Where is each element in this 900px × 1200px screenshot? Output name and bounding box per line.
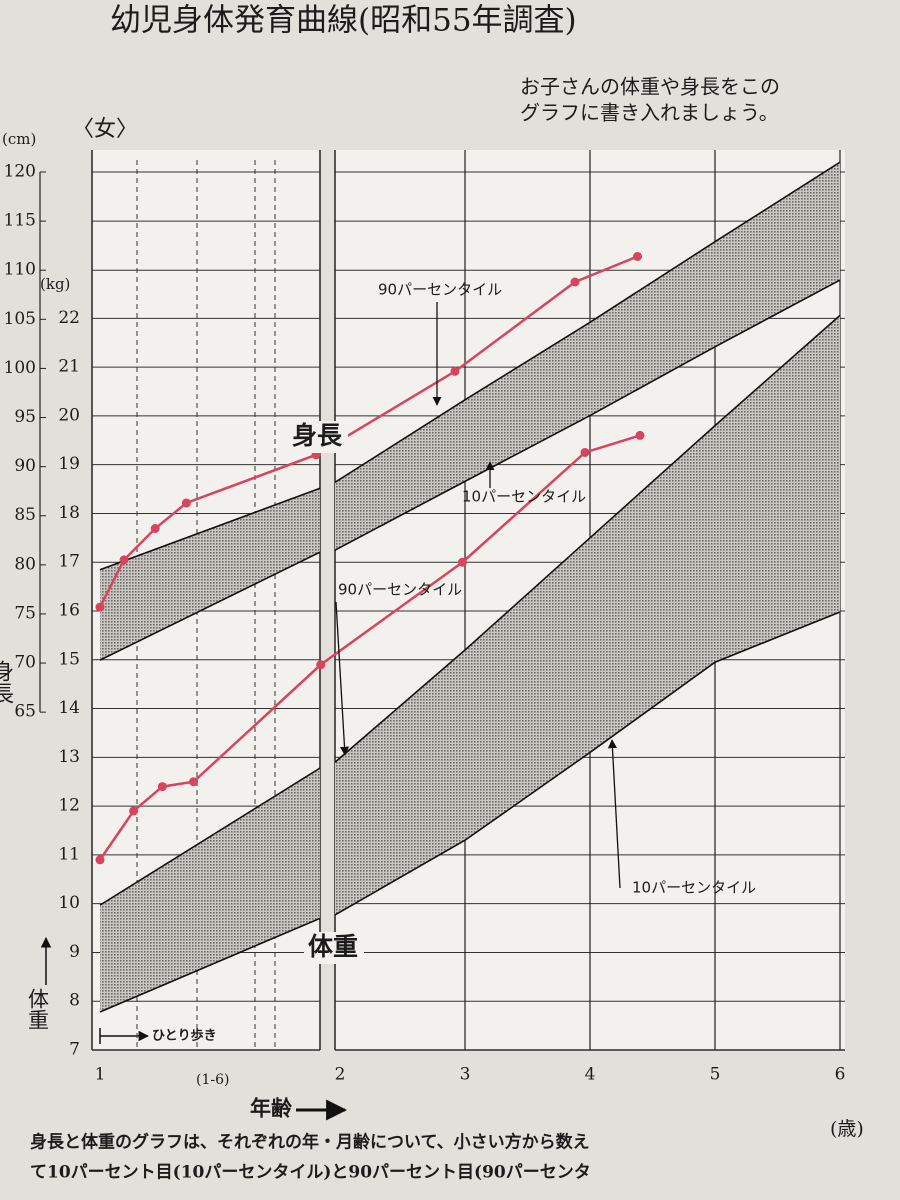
subtitle: お子さんの体重や身長をこの bbox=[520, 75, 780, 99]
y-tick-label: 105 bbox=[4, 309, 36, 329]
y-tick-label: 85 bbox=[14, 505, 36, 525]
measured-point bbox=[633, 251, 642, 261]
y-tick-label: 115 bbox=[4, 211, 36, 231]
measured-point bbox=[635, 430, 645, 440]
band bbox=[99, 767, 320, 1013]
x-tick-label: 6 bbox=[835, 1065, 846, 1085]
measured-point bbox=[570, 277, 580, 287]
y2-tick-label: 13 bbox=[58, 747, 80, 767]
y2-tick-label: 9 bbox=[69, 942, 80, 962]
percentile-90-line bbox=[99, 487, 320, 571]
y2-tick-label: 20 bbox=[58, 405, 80, 425]
y-label: 身長 bbox=[0, 660, 14, 704]
x-tick-label: 4 bbox=[585, 1065, 596, 1085]
y2-tick-label: 21 bbox=[58, 357, 80, 377]
x-unit: (歳) bbox=[830, 1118, 864, 1140]
y2-tick-label: 22 bbox=[58, 308, 80, 328]
x-minor-label: (1-6) bbox=[196, 1072, 229, 1088]
y-tick-label: 70 bbox=[14, 653, 36, 673]
y2-tick-label: 7 bbox=[69, 1040, 80, 1060]
measured-point bbox=[181, 498, 191, 508]
percentile-90-line bbox=[335, 161, 841, 484]
footer: 身長と体重のグラフは、それぞれの年・月齢について、小さい方から数え bbox=[30, 1132, 590, 1153]
y-tick-label: 80 bbox=[14, 554, 36, 574]
measured-point bbox=[95, 602, 105, 612]
y2-label: 体重 bbox=[26, 988, 50, 1030]
band-fill bbox=[100, 488, 320, 661]
measured-point bbox=[157, 782, 167, 792]
measured-line bbox=[98, 434, 641, 861]
band bbox=[335, 314, 841, 916]
annotation: 90パーセンタイル bbox=[338, 581, 462, 599]
annotation-arrow bbox=[335, 601, 350, 756]
x-tick-label: 2 bbox=[335, 1065, 346, 1085]
subtitle: グラフに書き入れましょう。 bbox=[520, 101, 779, 125]
band bbox=[335, 161, 841, 551]
y2-tick-label: 15 bbox=[58, 649, 80, 669]
percentile-10-line bbox=[99, 917, 320, 1013]
y2-tick-label: 19 bbox=[58, 454, 80, 474]
annotation: 10パーセンタイル bbox=[632, 879, 756, 897]
annotation-bg bbox=[288, 421, 348, 453]
measured-point bbox=[458, 557, 467, 567]
percentile-90-line bbox=[99, 767, 320, 906]
band-fill bbox=[100, 768, 320, 1012]
y-tick-label: 65 bbox=[14, 702, 36, 722]
annotation: 10パーセンタイル bbox=[462, 488, 586, 506]
x-tick-label: 1 bbox=[95, 1065, 106, 1085]
y2-tick-label: 12 bbox=[58, 796, 80, 816]
band-fill bbox=[335, 162, 840, 551]
measured-point bbox=[150, 524, 160, 534]
percentile-10-line bbox=[99, 551, 320, 661]
percentile-90-line bbox=[335, 314, 841, 763]
y-tick-label: 120 bbox=[4, 162, 36, 182]
y-tick-label: 90 bbox=[14, 456, 36, 476]
y2-tick-label: 8 bbox=[69, 991, 80, 1011]
x-tick-label: 5 bbox=[710, 1065, 721, 1085]
y-tick-label: 100 bbox=[4, 358, 36, 378]
measured-point bbox=[450, 366, 460, 376]
annotation-arrow bbox=[607, 739, 621, 889]
annotation: 90パーセンタイル bbox=[378, 281, 502, 299]
y-tick-label: 75 bbox=[14, 603, 36, 623]
y2-tick-label: 14 bbox=[58, 698, 80, 718]
y2-tick-label: 16 bbox=[58, 601, 80, 621]
measured-point bbox=[580, 447, 590, 457]
band bbox=[99, 487, 320, 661]
gender-label: 〈女〉 bbox=[72, 117, 138, 142]
annotation-bg bbox=[304, 932, 364, 964]
percentile-10-line bbox=[335, 611, 841, 916]
x-label: 年齢 bbox=[250, 1096, 293, 1121]
y2-tick-label: 17 bbox=[58, 552, 80, 572]
y-tick-label: 110 bbox=[4, 260, 36, 280]
measured-point bbox=[189, 777, 199, 787]
chart-title: 幼児身体発育曲線(昭和55年調査) bbox=[110, 3, 577, 39]
y-unit: (cm) bbox=[2, 130, 36, 148]
band-fill bbox=[335, 315, 840, 915]
measured-point bbox=[119, 555, 129, 565]
measured-point bbox=[95, 855, 105, 865]
y2-tick-label: 18 bbox=[58, 503, 80, 523]
annotation: 身長 bbox=[292, 421, 343, 450]
x-tick-label: 3 bbox=[460, 1065, 471, 1085]
y2-unit: (kg) bbox=[40, 275, 70, 293]
measured-point bbox=[316, 660, 326, 670]
measured-point bbox=[129, 806, 139, 816]
annotation: 体重 bbox=[308, 932, 358, 961]
y2-tick-label: 10 bbox=[58, 893, 80, 913]
y2-tick-label: 11 bbox=[58, 844, 80, 864]
measured-line bbox=[98, 255, 638, 608]
walking-label: ひとり歩き bbox=[152, 1028, 217, 1044]
footer: て10パーセント目(10パーセンタイル)と90パーセント目(90パーセンタ bbox=[30, 1163, 591, 1183]
percentile-10-line bbox=[335, 279, 841, 551]
y-tick-label: 95 bbox=[14, 407, 36, 427]
